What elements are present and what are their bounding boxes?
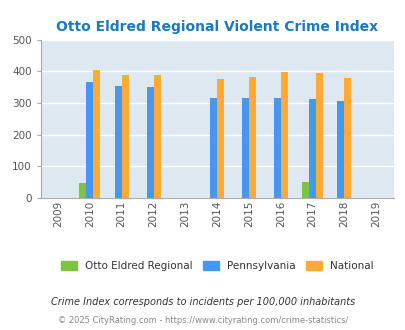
Bar bbox=[248, 77, 256, 198]
Bar bbox=[273, 98, 280, 198]
Bar bbox=[241, 98, 248, 198]
Bar bbox=[146, 87, 153, 198]
Title: Otto Eldred Regional Violent Crime Index: Otto Eldred Regional Violent Crime Index bbox=[56, 20, 377, 34]
Bar bbox=[344, 78, 351, 198]
Bar bbox=[309, 99, 315, 198]
Bar bbox=[301, 182, 309, 198]
Bar bbox=[86, 82, 93, 198]
Bar bbox=[315, 73, 322, 198]
Bar bbox=[115, 86, 122, 198]
Bar bbox=[337, 101, 344, 198]
Bar bbox=[280, 72, 287, 198]
Bar bbox=[93, 70, 100, 198]
Text: Crime Index corresponds to incidents per 100,000 inhabitants: Crime Index corresponds to incidents per… bbox=[51, 297, 354, 307]
Bar bbox=[210, 98, 217, 198]
Bar bbox=[79, 183, 86, 198]
Bar bbox=[153, 75, 160, 198]
Text: © 2025 CityRating.com - https://www.cityrating.com/crime-statistics/: © 2025 CityRating.com - https://www.city… bbox=[58, 316, 347, 325]
Bar bbox=[122, 75, 128, 198]
Legend: Otto Eldred Regional, Pennsylvania, National: Otto Eldred Regional, Pennsylvania, Nati… bbox=[57, 257, 377, 276]
Bar bbox=[217, 79, 224, 198]
